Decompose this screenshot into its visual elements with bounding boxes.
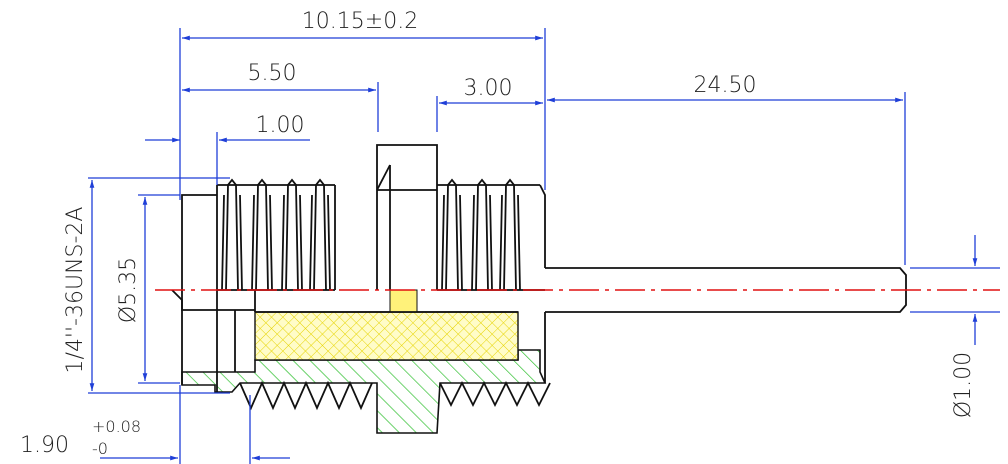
- dim-label: 5.50: [248, 61, 297, 86]
- dim-label: Ø1.00: [951, 352, 976, 418]
- dim-label: Ø5.35: [116, 257, 141, 323]
- dim-label: 10.15±0.2: [302, 9, 418, 34]
- dim-label: 1/4''-36UNS-2A: [63, 207, 88, 374]
- thread: [255, 178, 269, 291]
- thread: [221, 194, 243, 291]
- threads: [221, 178, 551, 411]
- thread: [499, 194, 521, 291]
- thread: [475, 178, 489, 291]
- thread: [285, 178, 299, 291]
- dim-label: 1.00: [256, 113, 305, 138]
- thread: [251, 194, 273, 291]
- thread: [309, 194, 331, 291]
- thread: [439, 380, 551, 408]
- dimension-lines: [88, 28, 1000, 464]
- thread: [471, 194, 493, 291]
- thread: [313, 178, 327, 291]
- tolerance-lower: -0: [92, 439, 108, 458]
- dim-label: 3.00: [464, 76, 513, 101]
- thread: [503, 178, 517, 291]
- thread: [225, 178, 239, 291]
- dim-label: 1.90: [20, 433, 69, 458]
- thread: [239, 380, 373, 411]
- thread: [445, 178, 459, 291]
- tolerance-upper: +0.08: [92, 417, 141, 436]
- section-hatch: [181, 289, 547, 434]
- thread: [441, 194, 463, 291]
- dim-label: 24.50: [694, 73, 757, 98]
- thread: [281, 194, 303, 291]
